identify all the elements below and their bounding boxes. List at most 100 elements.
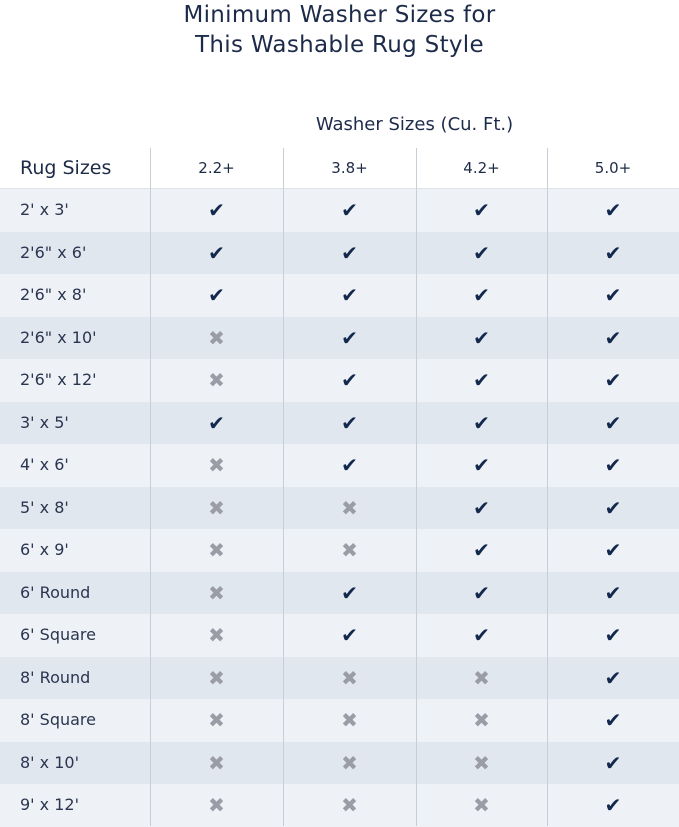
check-icon: ✔ — [473, 240, 490, 265]
rug-size: 6' Round — [20, 582, 91, 602]
rug-size: 5' x 8' — [20, 497, 69, 517]
rug-size: 6' Square — [20, 625, 96, 644]
rug-size: 2' x 3' — [20, 200, 69, 219]
table-row: 2'6" x 8' ✔ ✔ ✔ ✔ — [0, 274, 679, 317]
table-body: 2' x 3' ✔ ✔ ✔ ✔ 2'6" x 6' ✔ ✔ ✔ ✔ 2'6" x 8' ✔ ✔ ✔ ✔ 2'6… — [0, 189, 679, 827]
table-row: 8' Round ✖ ✖ ✖ ✔ — [0, 656, 679, 699]
washer-sizes-header: Washer Sizes (Cu. Ft.) — [315, 114, 514, 135]
table-row: 4' x 6' ✖ ✔ ✔ ✔ — [0, 444, 679, 487]
check-icon: ✔ — [341, 368, 358, 392]
table-header: Rug Sizes 2.2+ 3.8+ 4.2+ 5.0+ — [0, 148, 679, 190]
check-icon: ✔ — [473, 410, 490, 435]
table-row: 8' Square ✖ ✖ ✖ ✔ — [0, 699, 679, 742]
check-icon: ✔ — [473, 495, 490, 520]
column-header: 4.2+ — [463, 159, 500, 177]
column-header: 5.0+ — [594, 159, 632, 177]
x-icon: ✖ — [208, 495, 225, 520]
x-icon: ✖ — [208, 665, 225, 690]
check-icon: ✔ — [604, 793, 622, 817]
x-icon: ✖ — [208, 368, 225, 392]
rug-size: 2'6" x 6' — [20, 242, 87, 262]
check-icon: ✔ — [473, 453, 490, 477]
check-icon: ✔ — [341, 283, 358, 307]
check-icon: ✔ — [341, 453, 358, 477]
check-icon: ✔ — [604, 283, 622, 307]
check-icon: ✔ — [208, 240, 225, 265]
page-title: Minimum Washer Sizes for This Washable R… — [0, 0, 679, 60]
table-row: 8' x 10' ✖ ✖ ✖ ✔ — [0, 741, 679, 784]
x-icon: ✖ — [208, 325, 225, 350]
title-line-2: This Washable Rug Style — [195, 32, 484, 58]
table-row: 2' x 3' ✔ ✔ ✔ ✔ — [0, 189, 679, 232]
table-row: 2'6" x 6' ✔ ✔ ✔ ✔ — [0, 231, 679, 274]
x-icon: ✖ — [208, 453, 225, 477]
rug-sizes-header: Rug Sizes — [20, 157, 112, 179]
rug-size: 4' x 6' — [20, 455, 69, 474]
rug-size: 2'6" x 12' — [20, 370, 97, 389]
rug-size: 8' Round — [20, 667, 91, 687]
x-icon: ✖ — [208, 580, 225, 605]
table-row: 6' x 9' ✖ ✖ ✔ ✔ — [0, 529, 679, 572]
check-icon: ✔ — [604, 495, 622, 520]
x-icon: ✖ — [208, 708, 225, 732]
rug-size: 2'6" x 10' — [20, 327, 97, 347]
x-icon: ✖ — [341, 495, 358, 520]
check-icon: ✔ — [341, 623, 358, 647]
check-icon: ✔ — [604, 538, 622, 562]
table-row: 6' Square ✖ ✔ ✔ ✔ — [0, 614, 679, 657]
table-row: 2'6" x 10' ✖ ✔ ✔ ✔ — [0, 316, 679, 359]
check-icon: ✔ — [604, 240, 622, 265]
x-icon: ✖ — [208, 538, 225, 562]
rug-size: 3' x 5' — [20, 412, 69, 432]
check-icon: ✔ — [473, 368, 490, 392]
check-icon: ✔ — [473, 580, 490, 605]
x-icon: ✖ — [208, 793, 225, 817]
rug-size: 9' x 12' — [20, 795, 79, 814]
x-icon: ✖ — [473, 750, 490, 775]
check-icon: ✔ — [604, 325, 622, 350]
check-icon: ✔ — [341, 240, 358, 265]
title-line-1: Minimum Washer Sizes for — [183, 2, 496, 28]
check-icon: ✔ — [341, 325, 358, 350]
column-header: 3.8+ — [331, 159, 368, 177]
check-icon: ✔ — [341, 198, 358, 222]
column-divider — [150, 148, 151, 826]
check-icon: ✔ — [604, 198, 622, 222]
x-icon: ✖ — [341, 665, 358, 690]
table-row: 2'6" x 12' ✖ ✔ ✔ ✔ — [0, 359, 679, 402]
x-icon: ✖ — [341, 750, 358, 775]
check-icon: ✔ — [604, 410, 622, 435]
rug-size: 8' x 10' — [20, 752, 79, 772]
x-icon: ✖ — [473, 793, 490, 817]
column-divider — [283, 148, 284, 826]
column-header: 2.2+ — [198, 159, 235, 177]
check-icon: ✔ — [604, 580, 622, 605]
check-icon: ✔ — [341, 580, 358, 605]
check-icon: ✔ — [604, 623, 622, 647]
rug-size: 8' Square — [20, 710, 96, 729]
column-divider — [547, 148, 548, 826]
x-icon: ✖ — [473, 708, 490, 732]
x-icon: ✖ — [341, 793, 358, 817]
table-row: 3' x 5' ✔ ✔ ✔ ✔ — [0, 401, 679, 444]
check-icon: ✔ — [604, 750, 622, 775]
x-icon: ✖ — [341, 538, 358, 562]
check-icon: ✔ — [473, 198, 490, 222]
check-icon: ✔ — [208, 198, 225, 222]
check-icon: ✔ — [473, 538, 490, 562]
check-icon: ✔ — [604, 708, 622, 732]
table-row: 6' Round ✖ ✔ ✔ ✔ — [0, 571, 679, 614]
x-icon: ✖ — [208, 750, 225, 775]
table-row: 5' x 8' ✖ ✖ ✔ ✔ — [0, 486, 679, 529]
check-icon: ✔ — [604, 453, 622, 477]
check-icon: ✔ — [208, 410, 225, 435]
check-icon: ✔ — [604, 368, 622, 392]
x-icon: ✖ — [341, 708, 358, 732]
column-divider — [416, 148, 417, 826]
table-row: 9' x 12' ✖ ✖ ✖ ✔ — [0, 784, 679, 827]
x-icon: ✖ — [473, 665, 490, 690]
check-icon: ✔ — [341, 410, 358, 435]
rug-size: 2'6" x 8' — [20, 285, 87, 304]
check-icon: ✔ — [473, 623, 490, 647]
check-icon: ✔ — [473, 325, 490, 350]
